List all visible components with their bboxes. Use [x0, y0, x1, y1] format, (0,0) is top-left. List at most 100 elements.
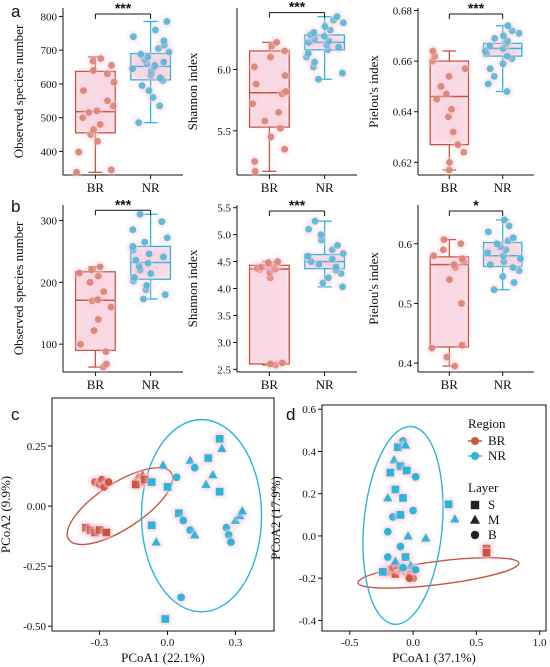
data-point [311, 58, 318, 66]
data-point [334, 242, 341, 249]
data-point [509, 234, 517, 242]
data-point-triangle [383, 493, 393, 502]
pcoa-plot-d: -0.5 0.0 0.5 1.0 -0.4 -0.2 0.0 0.2 0.4 0.6 PCoA1 (… [268, 404, 547, 665]
box-plot-a1: 400 500 600 700 800 BR NR Observed species numb… [11, 0, 183, 195]
data-point-triangle [421, 533, 431, 542]
significance-bracket: *** [94, 196, 152, 216]
data-point [143, 282, 151, 289]
data-point-circle [186, 526, 194, 534]
data-point [258, 263, 266, 271]
x-tick-label: NR [142, 377, 160, 392]
legend-shape-square [470, 500, 480, 510]
data-point [96, 120, 104, 128]
data-point-triangle [151, 537, 161, 546]
y-tick-label: 0.6 [398, 239, 412, 251]
y-tick-label: -0.4 [299, 615, 317, 627]
data-point [443, 353, 451, 361]
y-axis-label: Observed species number [11, 24, 26, 158]
data-point [429, 47, 437, 55]
data-point [499, 60, 507, 68]
data-point-square [215, 487, 224, 496]
y-tick-label: 4.0 [217, 284, 231, 296]
data-point-square [399, 494, 407, 502]
data-point-square [396, 511, 405, 519]
data-point [129, 243, 137, 250]
y-tick-label: 700 [41, 45, 58, 57]
significance-stars: *** [468, 0, 485, 16]
data-point [144, 53, 152, 61]
data-point [77, 340, 84, 348]
data-point [90, 327, 98, 334]
data-point-triangle [450, 514, 460, 523]
data-point [160, 58, 168, 66]
data-point [449, 128, 457, 136]
series-BR [80, 468, 151, 538]
series-NR [127, 16, 174, 128]
significance-bracket: * [448, 197, 504, 216]
significance-stars: *** [115, 0, 132, 16]
data-point [317, 231, 325, 239]
data-point [339, 69, 346, 77]
panel-label-b: b [11, 197, 20, 216]
data-point [304, 50, 312, 57]
data-point [140, 295, 147, 303]
y-tick-label: 0.0 [302, 531, 316, 543]
data-point [102, 348, 110, 355]
data-point [333, 13, 341, 20]
data-point-circle [104, 478, 113, 486]
data-point-square [386, 468, 395, 477]
data-point [135, 262, 143, 270]
y-axis-label: PCoA2 (9.9%) [0, 476, 13, 553]
series-NR [303, 216, 348, 292]
data-point [267, 133, 275, 141]
data-point [86, 278, 94, 286]
data-point [442, 90, 450, 98]
data-point [103, 360, 110, 368]
data-point [161, 291, 169, 299]
data-point-square [444, 500, 453, 509]
data-point [94, 272, 102, 280]
series-BR [71, 54, 119, 177]
data-point [433, 95, 441, 103]
x-tick-label: 0.5 [470, 637, 484, 649]
legend-item-NR: NR [488, 448, 506, 463]
data-point [321, 23, 329, 30]
series-NR [377, 435, 462, 578]
data-point-square [95, 526, 104, 534]
y-tick-label: -0.2 [299, 573, 316, 585]
data-point [129, 226, 137, 234]
x-tick-label: NR [142, 180, 160, 195]
x-tick-label: NR [316, 180, 334, 195]
significance-stars: *** [289, 197, 306, 213]
data-point-square [396, 462, 405, 471]
data-point-square [391, 485, 400, 494]
y-tick-label: 0.00 [27, 501, 47, 513]
data-point [304, 252, 312, 260]
data-point [320, 32, 328, 40]
data-point-triangle [190, 530, 200, 539]
data-point [457, 240, 465, 248]
data-point [493, 240, 501, 248]
data-point [445, 113, 452, 121]
data-point-square [394, 443, 402, 452]
box-plot-b3: 0.4 0.5 0.6 BR NR Pielou's index * [366, 197, 534, 392]
plot-frame [51, 397, 275, 632]
data-point [156, 74, 164, 82]
y-tick-label: 500 [41, 113, 58, 125]
data-point [450, 261, 458, 269]
data-point [515, 29, 523, 37]
series-NR [480, 21, 524, 97]
data-point-circle [190, 463, 199, 472]
data-point [89, 67, 97, 74]
data-point [163, 18, 171, 25]
panel-label-d: d [286, 405, 295, 424]
legend-item-BR: BR [488, 433, 506, 448]
data-point-circle [399, 563, 407, 572]
data-point-triangle [208, 470, 218, 479]
x-tick-label: NR [494, 180, 512, 195]
y-tick-label: 0.66 [393, 56, 413, 68]
data-point [484, 80, 492, 88]
data-point [144, 259, 152, 267]
data-point [160, 37, 168, 45]
data-point [249, 100, 257, 108]
